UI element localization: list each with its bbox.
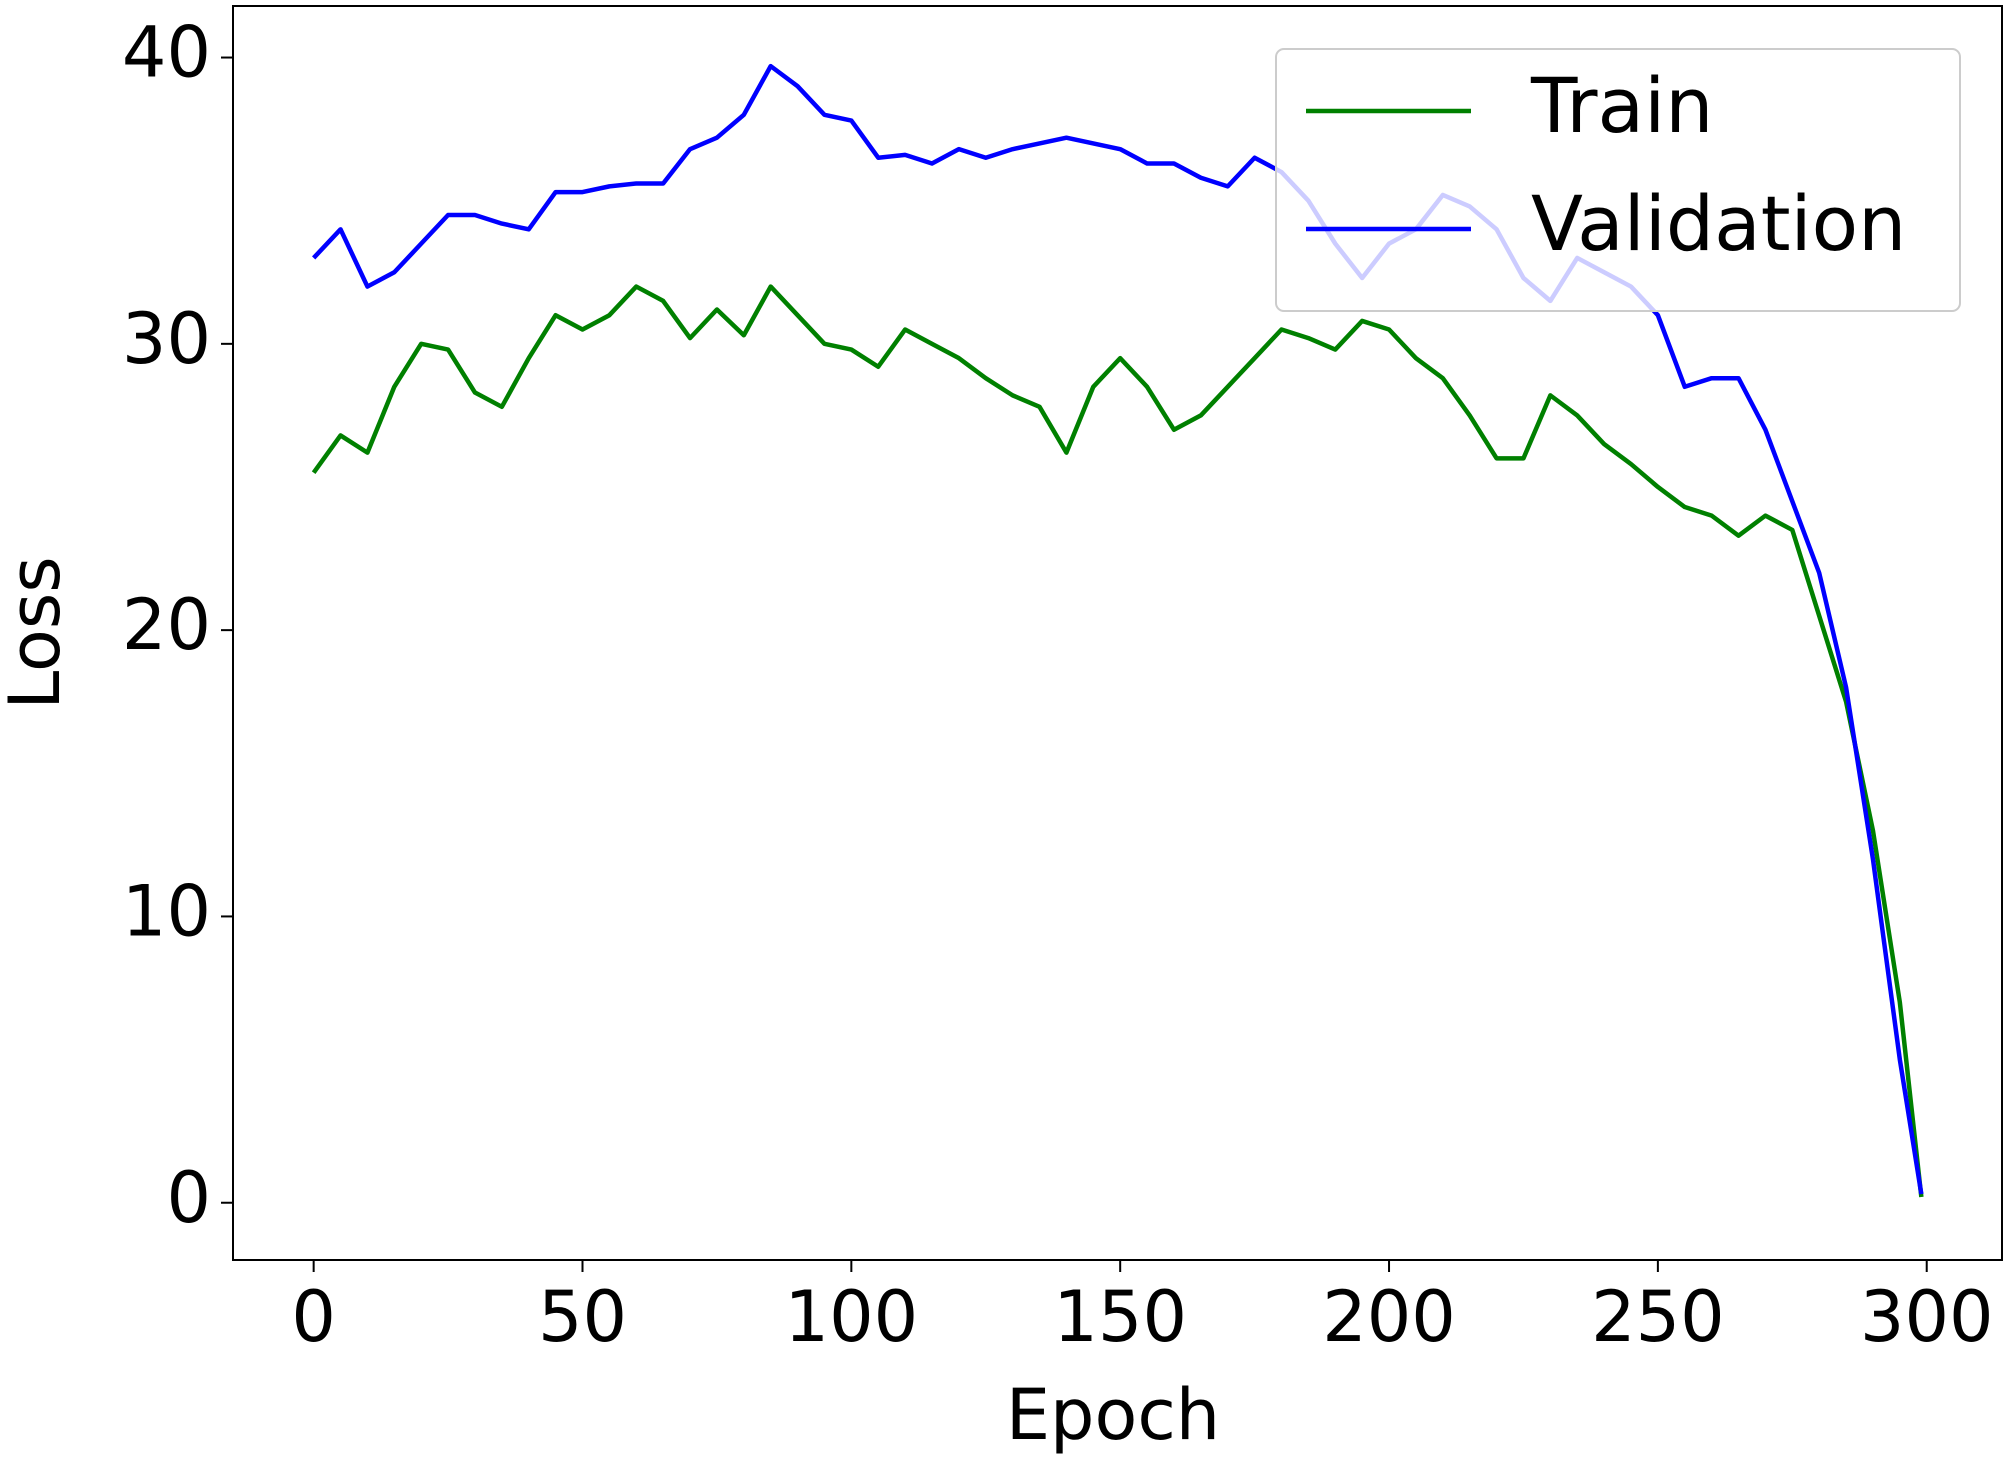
line [311, 284, 1924, 1198]
line [312, 63, 1924, 1195]
legend-box [1275, 48, 1961, 312]
x-tick-label: 100 [785, 1276, 919, 1358]
y-tick-label: 40 [122, 12, 211, 94]
plot-frame [232, 5, 2003, 1261]
y-tick-label: 20 [122, 584, 211, 666]
x-tick-label: 300 [1860, 1276, 1994, 1358]
y-tick-label: 0 [166, 1157, 211, 1239]
x-tick-label: 250 [1591, 1276, 1725, 1358]
legend: Train Validation [1275, 48, 1961, 312]
legend-label: Train [1530, 61, 1713, 150]
y-tick-label: 30 [122, 298, 211, 380]
x-tick-label: 150 [1053, 1276, 1187, 1358]
x-tick-label: 50 [538, 1276, 627, 1358]
legend-label: Validation [1531, 179, 1906, 268]
x-tick-label: 200 [1322, 1276, 1456, 1358]
x-axis-label: Epoch [1006, 1374, 1220, 1456]
y-axis-label: Loss [0, 556, 76, 710]
y-tick-label: 10 [122, 870, 211, 952]
x-tick-label: 0 [291, 1276, 336, 1358]
